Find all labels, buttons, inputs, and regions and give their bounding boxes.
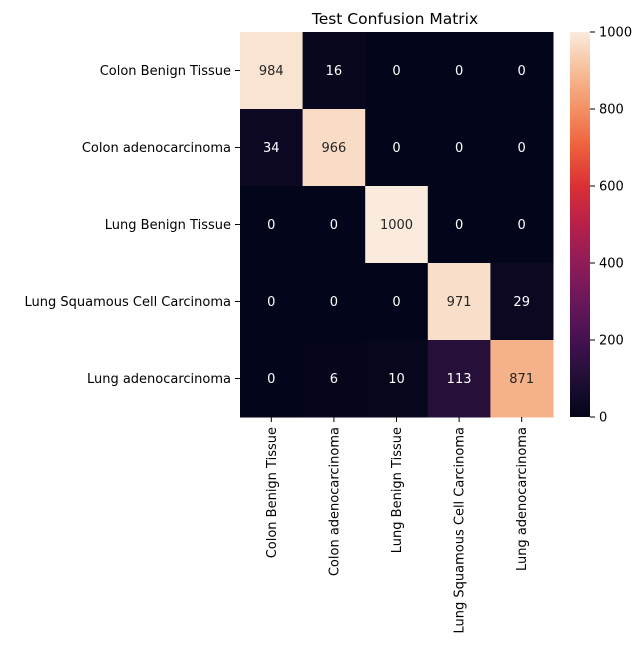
y-axis: Colon Benign Tissue Colon adenocarcinoma L… [25, 64, 240, 387]
heatmap-cell-r0-c0 [240, 32, 304, 110]
heatmap-cell-r4-c3 [427, 340, 491, 418]
cell-value-r2-c2: 1000 [380, 218, 413, 233]
chart-title: Test Confusion Matrix [311, 10, 478, 28]
cell-value-r3-c3: 971 [447, 295, 472, 310]
heatmap-cell-r2-c2 [365, 186, 429, 264]
heatmap-plot-area: 984 16 0 0 0 34 966 0 0 0 0 0 1000 0 0 0 0 0 971 29 0 6 10 113 8… [240, 32, 554, 418]
heatmap-cell-r4-c1 [302, 340, 366, 418]
x-tick-label-0: Colon Benign Tissue [265, 427, 280, 558]
cell-value-r3-c0: 0 [267, 295, 275, 310]
cell-value-r0-c1: 16 [326, 64, 343, 79]
heatmap-cell-r0-c4 [490, 32, 554, 110]
heatmap-cell-r1-c4 [490, 109, 554, 187]
x-tick-label-1: Colon adenocarcinoma [327, 427, 342, 576]
heatmap-cell-r2-c1 [302, 186, 366, 264]
x-axis: Colon Benign Tissue Colon adenocarcinoma L… [265, 417, 530, 633]
cell-value-r3-c1: 0 [330, 295, 338, 310]
y-tick-label-0: Colon Benign Tissue [100, 64, 231, 79]
cell-value-r4-c4: 871 [509, 372, 534, 387]
heatmap-cell-r3-c1 [302, 263, 366, 341]
heatmap-cell-r3-c3 [427, 263, 491, 341]
x-tick-label-2: Lung Benign Tissue [390, 427, 405, 553]
heatmap-cell-r2-c0 [240, 186, 304, 264]
heatmap-cell-r1-c2 [365, 109, 429, 187]
cell-value-r2-c3: 0 [455, 218, 463, 233]
cell-value-r3-c2: 0 [392, 295, 400, 310]
cell-value-r0-c2: 0 [392, 64, 400, 79]
colorbar-tick-label-0: 0 [599, 411, 607, 426]
y-tick-label-4: Lung adenocarcinoma [87, 372, 231, 387]
cell-value-r1-c3: 0 [455, 141, 463, 156]
cell-value-r1-c1: 966 [321, 141, 346, 156]
cell-value-r0-c0: 984 [259, 64, 284, 79]
heatmap-cell-r0-c3 [427, 32, 491, 110]
colorbar-tick-label-4: 800 [599, 103, 624, 118]
heatmap-cell-r1-c3 [427, 109, 491, 187]
cell-value-r2-c0: 0 [267, 218, 275, 233]
cell-value-r4-c1: 6 [330, 372, 338, 387]
heatmap-cell-r1-c1 [302, 109, 366, 187]
x-tick-label-4: Lung adenocarcinoma [515, 427, 530, 571]
colorbar: 0 200 400 600 800 1000 [570, 26, 632, 426]
cell-value-r2-c4: 0 [518, 218, 526, 233]
heatmap-cell-r4-c0 [240, 340, 304, 418]
heatmap-cell-r0-c1 [302, 32, 366, 110]
heatmap-cell-r2-c3 [427, 186, 491, 264]
cell-value-r4-c3: 113 [447, 372, 472, 387]
heatmap-cell-r3-c2 [365, 263, 429, 341]
colorbar-tick-label-3: 600 [599, 180, 624, 195]
colorbar-tick-label-1: 200 [599, 334, 624, 349]
cell-value-r4-c2: 10 [388, 372, 405, 387]
x-tick-label-3: Lung Squamous Cell Carcinoma [453, 427, 468, 633]
y-tick-label-3: Lung Squamous Cell Carcinoma [25, 295, 231, 310]
cell-value-r3-c4: 29 [513, 295, 530, 310]
heatmap-cell-r1-c0 [240, 109, 304, 187]
heatmap-cell-r3-c4 [490, 263, 554, 341]
heatmap-cell-r0-c2 [365, 32, 429, 110]
y-tick-label-2: Lung Benign Tissue [105, 218, 231, 233]
cell-value-r0-c3: 0 [455, 64, 463, 79]
colorbar-tick-label-2: 400 [599, 257, 624, 272]
cell-value-r1-c4: 0 [518, 141, 526, 156]
cell-value-r2-c1: 0 [330, 218, 338, 233]
cell-value-r4-c0: 0 [267, 372, 275, 387]
cell-value-r0-c4: 0 [518, 64, 526, 79]
y-tick-label-1: Colon adenocarcinoma [82, 141, 231, 156]
heatmap-cell-r4-c2 [365, 340, 429, 418]
heatmap-cell-r3-c0 [240, 263, 304, 341]
colorbar-tick-label-5: 1000 [599, 26, 632, 41]
heatmap-cell-r4-c4 [490, 340, 554, 418]
colorbar-gradient [570, 32, 590, 417]
cell-value-r1-c2: 0 [392, 141, 400, 156]
heatmap-cell-r2-c4 [490, 186, 554, 264]
cell-value-r1-c0: 34 [263, 141, 280, 156]
